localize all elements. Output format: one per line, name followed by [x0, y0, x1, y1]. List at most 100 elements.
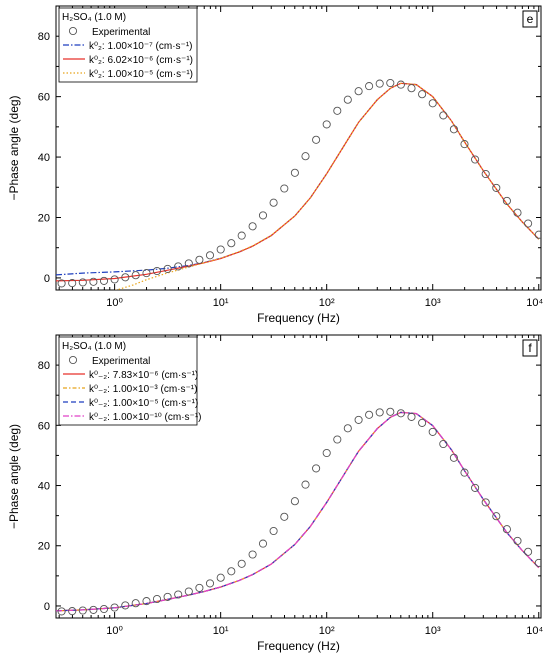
experimental-point — [269, 526, 278, 536]
x-tick-label: 10⁴ — [526, 625, 543, 637]
legend-label-2: k⁰₂: 6.02×10⁻⁶ (cm·s⁻¹) — [89, 55, 193, 66]
experimental-point — [68, 279, 77, 288]
experimental-point — [418, 90, 427, 99]
plot-frame — [55, 334, 542, 619]
series-line-1 — [56, 411, 540, 612]
y-tick-label: 20 — [38, 541, 50, 553]
panel-label: e — [527, 12, 534, 26]
y-tick-label: 60 — [38, 92, 50, 104]
experimental-point — [513, 208, 522, 217]
experimental-point — [121, 273, 130, 282]
experimental-point — [163, 592, 172, 601]
experimental-point — [174, 262, 183, 271]
x-tick-label: 10⁰ — [106, 297, 123, 309]
legend-label-1: k⁰₋₂: 7.83×10⁻⁶ (cm·s⁻¹) — [89, 370, 198, 381]
legend-marker-experimental — [68, 26, 78, 36]
x-tick-label: 10³ — [425, 297, 441, 309]
y-tick-label: 80 — [38, 360, 50, 372]
experimental-point — [184, 259, 193, 268]
experimental-point — [301, 480, 310, 489]
legend-title: H₂SO₄ (1.0 M) — [62, 12, 126, 23]
experimental-point — [142, 269, 151, 278]
experimental-point — [99, 604, 109, 614]
experimental-point — [386, 78, 395, 88]
experimental-point — [152, 266, 162, 276]
y-tick-label: 0 — [44, 273, 50, 285]
experimental-point — [439, 439, 448, 449]
experimental-point — [290, 168, 299, 177]
x-tick-label: 10³ — [425, 625, 441, 637]
experimental-point — [258, 211, 268, 220]
experimental-point — [205, 579, 215, 588]
y-tick-label: 20 — [38, 212, 50, 224]
experimental-point — [354, 87, 363, 96]
y-tick-label: 40 — [38, 152, 50, 164]
legend-label-1: k⁰₂: 1.00×10⁻⁷ (cm·s⁻¹) — [89, 41, 192, 52]
experimental-point — [237, 559, 246, 568]
y-tick-label: 40 — [38, 481, 50, 493]
x-tick-label: 10⁴ — [526, 297, 543, 309]
series-line-1 — [56, 82, 540, 276]
experimental-point — [428, 99, 437, 108]
legend-marker-experimental — [68, 355, 78, 365]
experimental-point — [343, 95, 352, 104]
experimental-point — [78, 606, 87, 615]
y-axis-title: −Phase angle (deg) — [7, 424, 21, 529]
experimental-point — [248, 550, 257, 559]
legend-label-experimental: Experimental — [92, 356, 150, 367]
experimental-point — [322, 448, 331, 458]
plot-area — [56, 78, 541, 290]
experimental-point — [57, 607, 66, 616]
experimental-point — [513, 536, 522, 545]
experimental-point — [78, 278, 87, 287]
legend-label-2: k⁰₋₂: 1.00×10⁻³ (cm·s⁻¹) — [89, 384, 197, 395]
experimental-point — [365, 82, 374, 91]
series-line-4 — [56, 411, 540, 612]
experimental-point — [205, 251, 215, 260]
x-axis-title: Frequency (Hz) — [257, 311, 340, 325]
experimental-point — [195, 583, 204, 592]
experimental-point — [280, 184, 289, 193]
experimental-point — [524, 547, 533, 556]
experimental-point — [502, 525, 511, 534]
experimental-point — [184, 587, 193, 596]
legend-box — [58, 7, 198, 83]
experimental-point — [227, 239, 236, 248]
experimental-point — [322, 120, 331, 129]
experimental-point — [354, 415, 363, 424]
experimental-point — [258, 539, 268, 548]
experimental-point — [481, 169, 490, 179]
experimental-point — [471, 483, 480, 492]
experimental-point — [68, 607, 77, 616]
experimental-point — [365, 410, 374, 419]
experimental-point — [492, 512, 501, 521]
experimental-point — [152, 594, 162, 604]
experimental-point — [99, 276, 109, 285]
experimental-point — [110, 275, 119, 284]
experimental-point — [89, 605, 98, 614]
experimental-point — [89, 277, 98, 286]
experimental-point — [449, 125, 458, 134]
series-line-3 — [56, 411, 540, 612]
experimental-point — [174, 590, 183, 599]
panel-label-box — [522, 339, 538, 357]
series-line-3 — [114, 82, 540, 290]
x-tick-label: 10¹ — [213, 297, 229, 309]
experimental-point — [216, 245, 225, 254]
experimental-point — [333, 106, 342, 115]
experimental-point — [121, 601, 130, 610]
plot-frame — [55, 5, 542, 291]
x-tick-label: 10² — [319, 625, 335, 637]
legend-label-experimental: Experimental — [92, 27, 150, 38]
experimental-point — [301, 152, 310, 161]
x-tick-label: 10¹ — [213, 625, 229, 637]
legend-title: H₂SO₄ (1.0 M) — [62, 341, 126, 352]
experimental-point — [460, 468, 469, 477]
legend-label-4: k⁰₋₂: 1.00×10⁻¹⁰ (cm·s⁻¹) — [89, 412, 201, 423]
experimental-point — [418, 418, 427, 427]
experimental-point — [131, 599, 140, 608]
chart-panel-f: 0 20 40 60 80 10⁰ 10¹ 10² 10³ 10⁴ Frequency (Hz) −P… — [7, 334, 544, 653]
experimental-point — [290, 497, 299, 506]
experimental-point — [237, 231, 246, 240]
